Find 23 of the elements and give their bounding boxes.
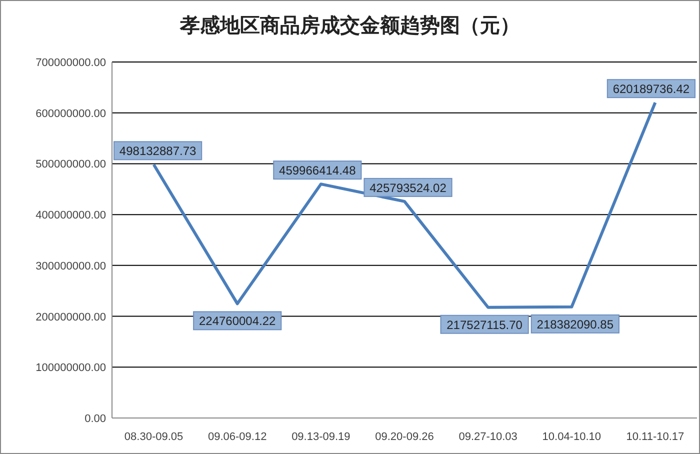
x-tick-label: 09.20-09.26 bbox=[375, 431, 434, 443]
y-tick-label: 500000000.00 bbox=[36, 158, 106, 171]
y-tick-label: 600000000.00 bbox=[36, 108, 106, 120]
x-tick-label: 10.04-10.10 bbox=[542, 431, 601, 443]
data-label: 459966414.48 bbox=[279, 164, 356, 178]
data-label: 224760004.22 bbox=[198, 314, 276, 328]
y-tick-label: 700000000.00 bbox=[36, 57, 106, 69]
y-tick-label: 300000000.00 bbox=[36, 260, 106, 272]
x-tick-label: 10.11-10.17 bbox=[626, 431, 684, 443]
data-label: 217527115.70 bbox=[446, 318, 523, 332]
data-label: 620189736.42 bbox=[612, 82, 690, 96]
data-label: 498132887.73 bbox=[119, 144, 196, 158]
y-tick-label: 200000000.00 bbox=[36, 311, 106, 324]
data-label: 425793524.02 bbox=[370, 180, 447, 195]
y-tick-label: 0.00 bbox=[84, 413, 106, 425]
x-tick-label: 09.13-09.19 bbox=[292, 431, 350, 443]
chart-title: 孝感地区商品房成交金额趋势图（元） bbox=[179, 14, 520, 37]
x-tick-label: 09.06-09.12 bbox=[208, 431, 267, 443]
data-label: 218382090.85 bbox=[536, 317, 614, 332]
y-tick-label: 100000000.00 bbox=[36, 362, 106, 374]
y-tick-label: 400000000.00 bbox=[36, 210, 106, 222]
x-tick-label: 08.30-09.05 bbox=[124, 431, 184, 443]
x-tick-label: 09.27-10.03 bbox=[458, 431, 518, 443]
